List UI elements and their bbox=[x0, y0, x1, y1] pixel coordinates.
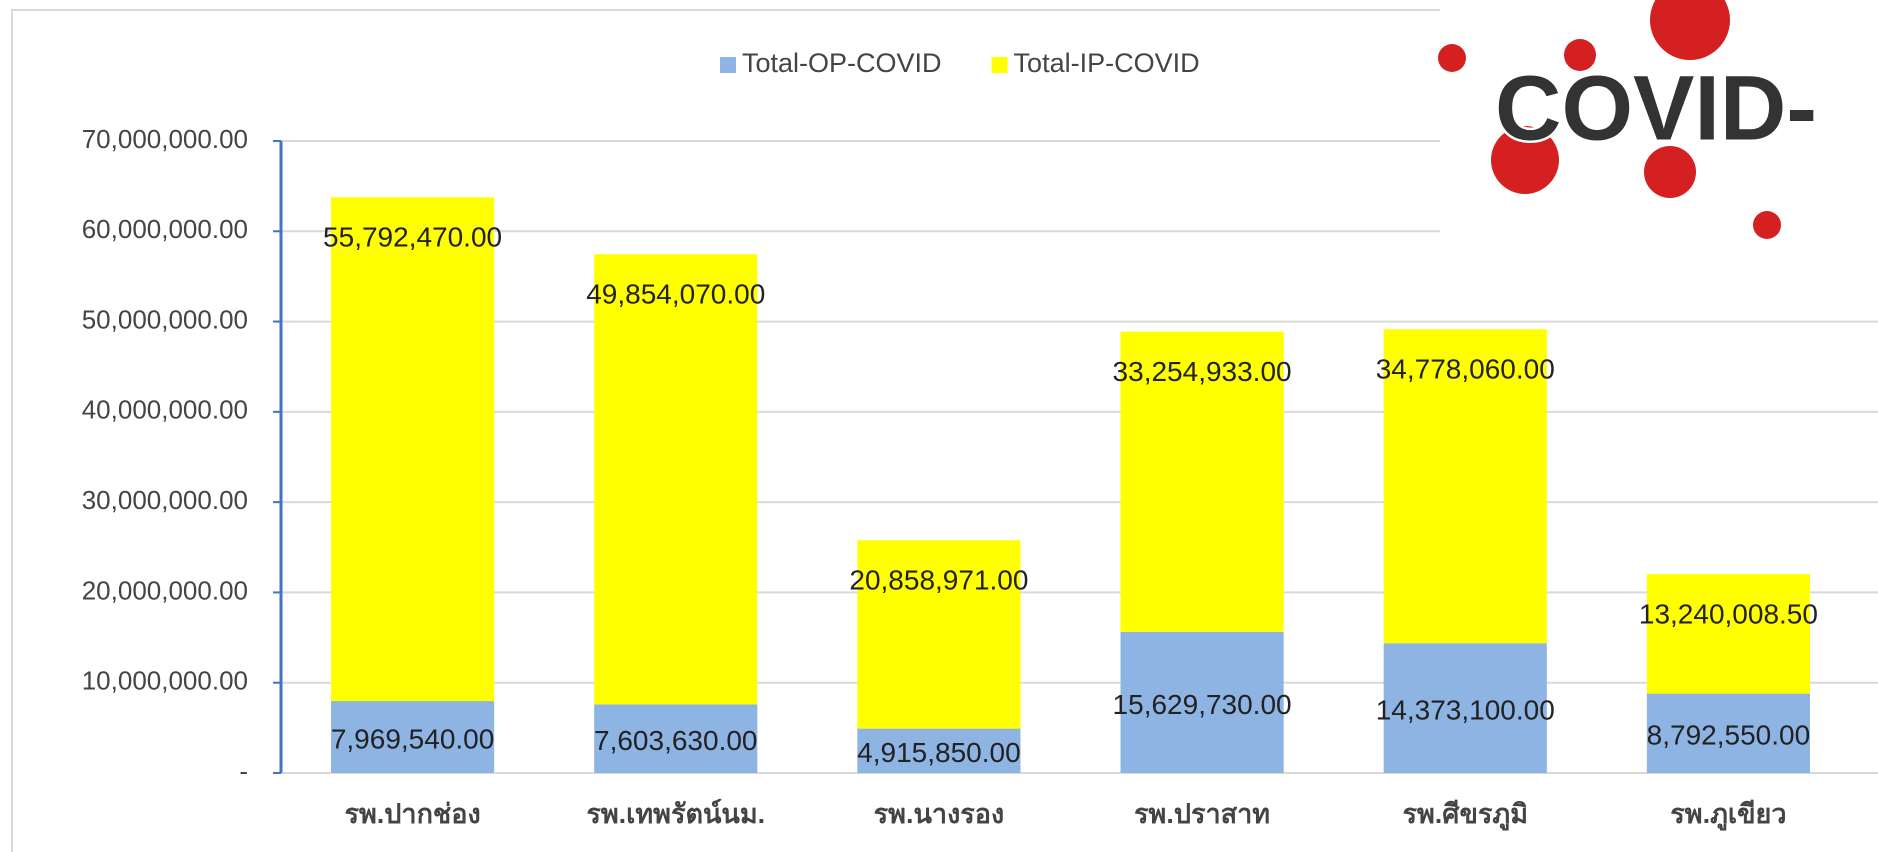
value-label: 33,254,933.00 bbox=[1113, 356, 1292, 387]
legend-label: Total-OP-COVID bbox=[742, 48, 942, 78]
y-tick-label: 30,000,000.00 bbox=[82, 485, 248, 515]
bar-segment bbox=[331, 197, 494, 701]
x-tick-label: รพ.ภูเขียว bbox=[1670, 799, 1786, 831]
value-label: 15,629,730.00 bbox=[1113, 689, 1292, 720]
y-tick-label: 40,000,000.00 bbox=[82, 395, 248, 425]
value-label: 14,373,100.00 bbox=[1376, 695, 1555, 726]
y-tick-label: 60,000,000.00 bbox=[82, 214, 248, 244]
virus-icon bbox=[1753, 211, 1781, 239]
value-label: 20,858,971.00 bbox=[849, 565, 1028, 596]
x-tick-label: รพ.ปากช่อง bbox=[344, 799, 480, 829]
y-tick-label: 20,000,000.00 bbox=[82, 575, 248, 605]
bar-segment bbox=[1647, 574, 1810, 694]
x-tick-label: รพ.ศีขรภูมิ bbox=[1403, 799, 1529, 831]
legend-swatch bbox=[992, 57, 1008, 73]
chart: - 10,000,000.00 20,000,000.00 30,000,000.00… bbox=[0, 0, 1878, 852]
virus-icon bbox=[1438, 44, 1466, 72]
legend-label: Total-IP-COVID bbox=[1014, 48, 1200, 78]
x-tick-label: รพ.นางรอง bbox=[874, 799, 1005, 829]
value-label: 34,778,060.00 bbox=[1376, 354, 1555, 385]
legend-swatch bbox=[720, 57, 736, 73]
x-tick-label: รพ.ปราสาท bbox=[1134, 799, 1270, 829]
y-tick-label: - bbox=[239, 756, 248, 786]
y-tick-label: 10,000,000.00 bbox=[82, 666, 248, 696]
value-label: 8,792,550.00 bbox=[1647, 720, 1811, 751]
value-label: 13,240,008.50 bbox=[1639, 598, 1818, 629]
y-tick-label: 50,000,000.00 bbox=[82, 304, 248, 334]
value-label: 55,792,470.00 bbox=[323, 222, 502, 253]
covid-sticker: COVID- bbox=[1438, 0, 1878, 258]
value-label: 7,969,540.00 bbox=[331, 723, 495, 754]
bar-segment bbox=[594, 254, 757, 704]
value-label: 7,603,630.00 bbox=[594, 725, 758, 756]
x-tick-label: รพ.เทพรัตน์นม. bbox=[586, 798, 765, 829]
value-label: 4,915,850.00 bbox=[857, 737, 1021, 768]
y-tick-label: 70,000,000.00 bbox=[82, 124, 248, 154]
value-label: 49,854,070.00 bbox=[586, 279, 765, 310]
sticker-text: COVID- bbox=[1495, 57, 1817, 159]
